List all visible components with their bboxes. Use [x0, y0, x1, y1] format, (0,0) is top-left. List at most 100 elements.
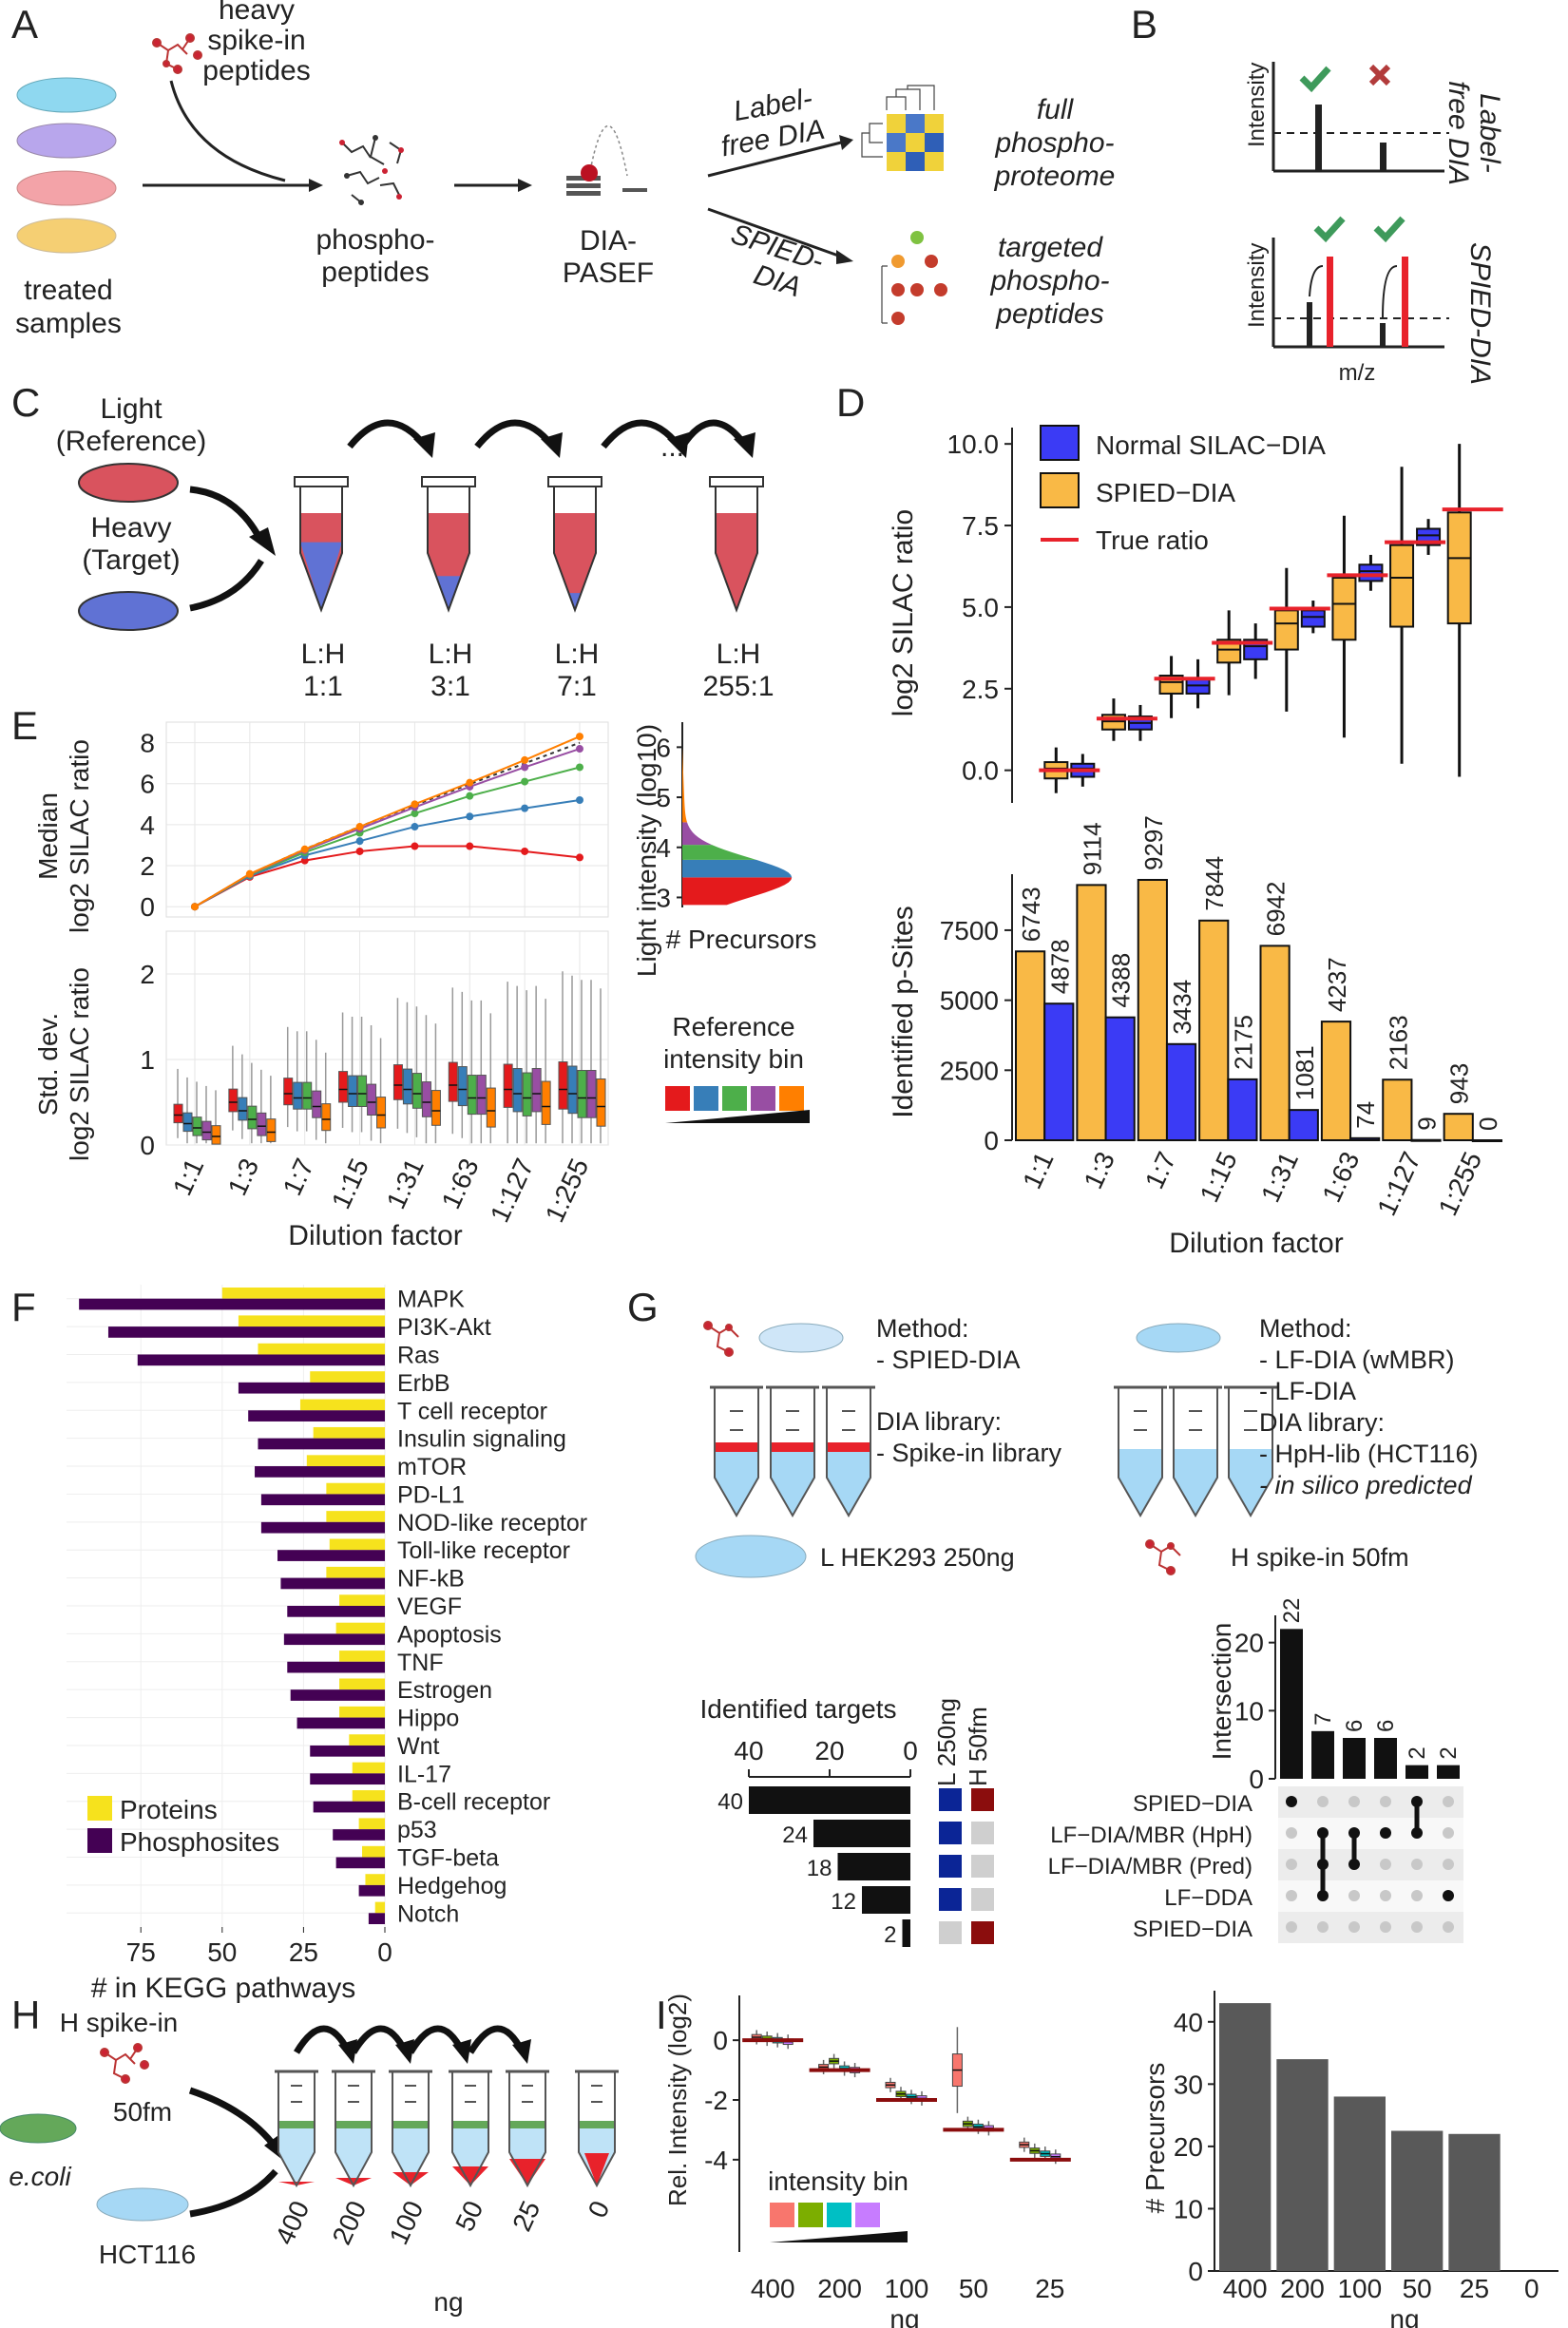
pathway-label: Apoptosis	[397, 1621, 502, 1648]
phosphosite-bar	[310, 1745, 385, 1757]
hist-band	[682, 859, 793, 878]
bar	[1043, 1002, 1075, 1142]
matrix-dot	[1286, 1796, 1297, 1807]
protein-bar	[329, 1538, 385, 1551]
protein-bar	[326, 1511, 385, 1522]
light-dish	[78, 463, 179, 503]
normal-box	[1300, 609, 1326, 628]
legend-swatch	[665, 1086, 690, 1111]
matrix-dot	[1443, 1890, 1454, 1901]
peak-detected	[1315, 105, 1322, 171]
y-axis-label: Identified p-Sites	[888, 906, 919, 1117]
x-tick-label: 0	[903, 1736, 918, 1765]
legend-wedge	[770, 2231, 908, 2242]
tube-outline	[427, 486, 470, 613]
check-icon	[1313, 216, 1346, 243]
x-axis-label: # in KEGG pathways	[91, 1973, 355, 2004]
tube-liquid-light	[716, 513, 757, 610]
tube-liquid	[771, 1449, 814, 1516]
tube-spike	[827, 1442, 870, 1452]
x-tick-label: 75	[126, 1937, 156, 1967]
sd-box	[247, 1105, 258, 1130]
tube-spike	[452, 2166, 488, 2185]
tube-lh: L:H	[555, 639, 600, 670]
bar	[1015, 950, 1046, 1142]
series-point	[466, 812, 474, 821]
plot-bg	[165, 721, 609, 918]
pathway-label: IL-17	[397, 1761, 451, 1787]
g-library-right-3: - in silico predicted	[1259, 1471, 1473, 1499]
g-col-l: L 250ng	[932, 1698, 961, 1786]
spike-in-icon	[100, 2043, 149, 2084]
x-tick-label: 1:127	[1371, 1147, 1426, 1220]
matrix-dot	[1443, 1796, 1454, 1807]
sd-box	[266, 1118, 277, 1142]
tube-cap	[421, 476, 476, 487]
y-tick-label: 1	[140, 1045, 155, 1075]
arrow-head	[249, 527, 276, 556]
arrow-spied	[707, 207, 842, 258]
amount-label: 0	[583, 2196, 616, 2222]
phosphosite-bar	[137, 1354, 386, 1366]
tube-ratio: 1:1	[303, 671, 343, 702]
x-tick-label: 1:3	[1078, 1147, 1120, 1193]
phosphosite-bar	[255, 1466, 385, 1478]
x-tick-label: 1:7	[1139, 1147, 1182, 1193]
protein-bar	[258, 1343, 385, 1355]
legend-swatch	[798, 2203, 823, 2227]
phosphosite-bar	[260, 1494, 385, 1506]
bar	[1259, 945, 1291, 1141]
pathway-label: TNF	[397, 1650, 444, 1676]
target-value: 18	[807, 1856, 832, 1881]
series-point	[355, 847, 364, 855]
sd-box	[476, 1075, 487, 1116]
tube-spike	[392, 2172, 429, 2185]
arrow-head	[667, 432, 689, 458]
sd-box	[321, 1103, 332, 1132]
panel-e-label: E	[11, 703, 38, 748]
precursor-bar	[1391, 2130, 1444, 2271]
arrow-head	[309, 179, 323, 192]
spike-in-icon	[1145, 1539, 1181, 1575]
bar	[1288, 1109, 1319, 1141]
sd-box	[182, 1112, 193, 1133]
series-point	[576, 853, 583, 862]
panel-a-label: A	[11, 2, 38, 47]
phosphosite-bar	[79, 1298, 386, 1310]
panel-f-label: F	[11, 1285, 36, 1329]
e-median-chart: 0 2 4 6 8	[140, 721, 609, 922]
phospho-label-1: phospho-	[316, 224, 434, 256]
matrix-dot	[1380, 1859, 1391, 1870]
matrix-dot	[1286, 1890, 1297, 1901]
series-point	[576, 763, 583, 772]
amount-label: 200	[327, 2196, 373, 2248]
sd-box	[293, 1081, 303, 1110]
light-dish	[695, 1535, 807, 1578]
precursor-bar	[1333, 2096, 1386, 2271]
spied-box	[1389, 544, 1415, 628]
panel-b-label: B	[1131, 2, 1157, 47]
protein-bar	[310, 1371, 385, 1383]
e-sd-ylabel-1: Std. dev.	[33, 1013, 63, 1116]
tube-spike	[771, 1442, 814, 1452]
y-tick-label: 5000	[940, 986, 999, 1016]
pathway-label: Toll-like receptor	[397, 1537, 570, 1564]
tubes-left	[710, 1385, 875, 1518]
series-point	[300, 845, 309, 853]
y-tick-label: 0	[1249, 1765, 1264, 1794]
arrow	[1309, 265, 1324, 297]
y-tick-label: 0.0	[962, 756, 999, 786]
x-tick-label: 1:255	[540, 1154, 595, 1227]
peak-light	[1380, 323, 1386, 347]
matrix-dot	[1443, 1921, 1454, 1933]
g-library-right-2: - HpH-lib (HCT116)	[1259, 1440, 1479, 1468]
bar-value-label: 2163	[1384, 1015, 1412, 1070]
intersection-value: 2	[1436, 1746, 1462, 1759]
panel-d-label: D	[836, 380, 865, 425]
tube-liquid	[715, 1449, 758, 1516]
panel-e: E 0 2 4 6 8 0 1 2 1:1 1:3 1:7 1:15 1:31 1:63 1:127 1:2…	[11, 703, 816, 1251]
sd-box	[577, 1070, 587, 1118]
amount-label: 400	[270, 2196, 316, 2248]
tube-ecoli	[452, 2121, 488, 2128]
i-box-chart: 0 -2 -4 400 200 100 50 25	[704, 1995, 1071, 2303]
